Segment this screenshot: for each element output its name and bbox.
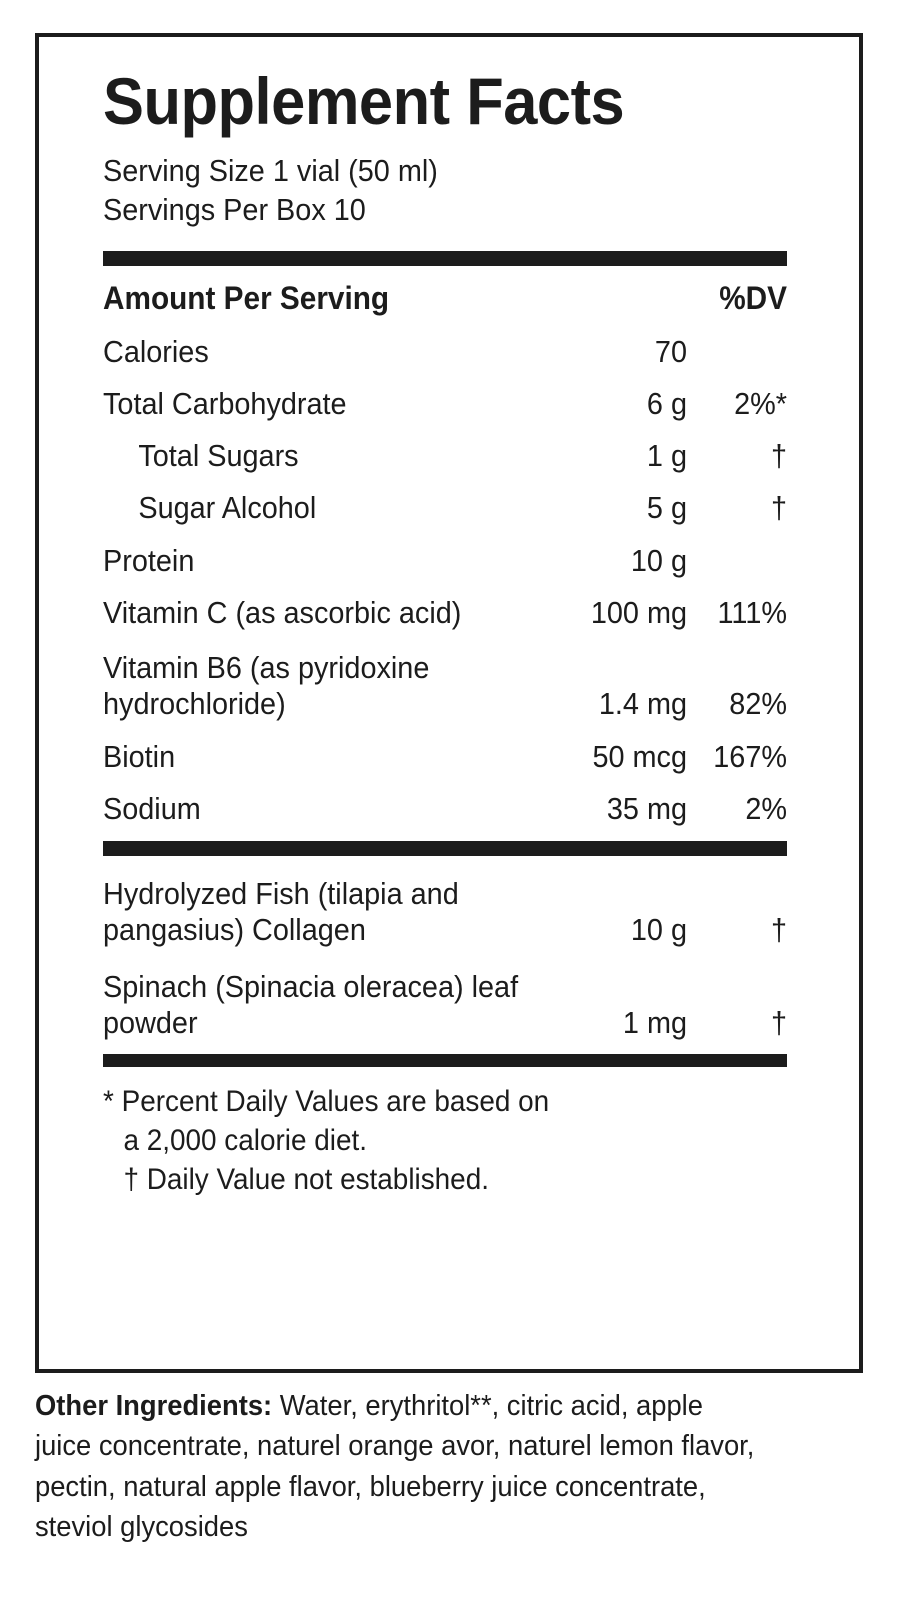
nutrient-name: Protein [103, 542, 195, 578]
nutrient-name: Total Sugars [138, 438, 299, 474]
servings-per-box-text: Servings Per Box 10 [103, 192, 366, 228]
rule-heavy-top [103, 251, 787, 267]
ingredient-dv: † [770, 912, 787, 948]
table-row: Total Carbohydrate 6 g 2%* [103, 386, 787, 422]
nutrient-amount: 1 g [646, 438, 687, 474]
table-row: Total Sugars 1 g † [103, 438, 787, 474]
rule-heavy-middle [103, 841, 787, 857]
supplement-facts-panel: Supplement Facts Serving Size 1 vial (50… [35, 33, 863, 1373]
footnote-dagger: † Daily Value not established. [123, 1163, 489, 1197]
nutrient-amount: 5 g [646, 490, 687, 526]
table-row: Spinach (Spinacia oleracea) leaf powder … [103, 969, 787, 1042]
table-row: Vitamin C (as ascorbic acid) 100 mg 111% [103, 595, 787, 631]
ingredient-dv: † [770, 1004, 787, 1040]
other-ingredients-heading: Other Ingredients: [35, 1390, 273, 1422]
table-row: Protein 10 g [103, 543, 787, 579]
nutrient-dv: 111% [717, 594, 787, 630]
table-row: Hydrolyzed Fish (tilapia and pangasius) … [103, 876, 787, 949]
rule-heavy-bottom [103, 1054, 787, 1068]
nutrient-amount: 10 g [630, 542, 687, 578]
nutrient-name: Biotin [103, 738, 176, 774]
ingredient-amount: 10 g [630, 912, 687, 948]
other-ingredients-text: Water, erythritol**, citric acid, apple … [35, 1390, 755, 1544]
serving-info: Serving Size 1 vial (50 ml) Servings Per… [103, 151, 739, 229]
nutrient-dv: 2%* [734, 385, 787, 421]
nutrient-name: Vitamin C (as ascorbic acid) [103, 594, 462, 630]
nutrient-amount: 1.4 mg [598, 686, 687, 722]
nutrient-amount: 50 mcg [592, 738, 687, 774]
nutrient-name: Sugar Alcohol [138, 490, 317, 526]
nutrient-dv: 167% [713, 738, 787, 774]
nutrient-amount: 35 mg [606, 790, 687, 826]
nutrient-amount: 70 [654, 333, 687, 369]
column-header-amount: Amount Per Serving [103, 280, 390, 317]
footnote-daily-value-basis-line2: a 2,000 calorie diet. [123, 1124, 367, 1158]
nutrient-name: Sodium [103, 790, 201, 826]
nutrient-name: Calories [103, 333, 209, 369]
ingredient-name: Hydrolyzed Fish (tilapia and pangasius) … [103, 876, 459, 948]
ingredient-amount: 1 mg [622, 1004, 687, 1040]
page-title: Supplement Facts [103, 64, 625, 138]
table-row: Biotin 50 mcg 167% [103, 739, 787, 775]
nutrient-rows: Calories 70 Total Carbohydrate 6 g 2%* T… [103, 334, 787, 828]
table-row: Sugar Alcohol 5 g † [103, 490, 787, 526]
column-header-dv: %DV [719, 280, 787, 317]
table-column-header: Amount Per Serving %DV [103, 280, 787, 317]
serving-size-text: Serving Size 1 vial (50 ml) [103, 153, 438, 188]
table-row: Vitamin B6 (as pyridoxine hydrochloride)… [103, 650, 787, 723]
table-row: Calories 70 [103, 334, 787, 370]
table-row: Sodium 35 mg 2% [103, 791, 787, 827]
blend-rows: Hydrolyzed Fish (tilapia and pangasius) … [103, 876, 787, 1041]
footnote-daily-value-basis-line1: * Percent Daily Values are based on [103, 1085, 550, 1119]
nutrient-dv: † [770, 490, 787, 526]
nutrient-dv: † [770, 438, 787, 474]
other-ingredients: Other Ingredients: Water, erythritol**, … [35, 1386, 765, 1548]
nutrient-amount: 6 g [646, 385, 687, 421]
nutrient-dv: 82% [729, 686, 787, 722]
nutrient-dv: 2% [745, 790, 787, 826]
nutrient-name: Total Carbohydrate [103, 385, 347, 421]
nutrient-name: Vitamin B6 (as pyridoxine hydrochloride) [103, 650, 430, 722]
footnotes: * Percent Daily Values are based on a 2,… [103, 1082, 739, 1199]
nutrient-amount: 100 mg [590, 594, 687, 630]
ingredient-name: Spinach (Spinacia oleracea) leaf powder [103, 968, 519, 1040]
